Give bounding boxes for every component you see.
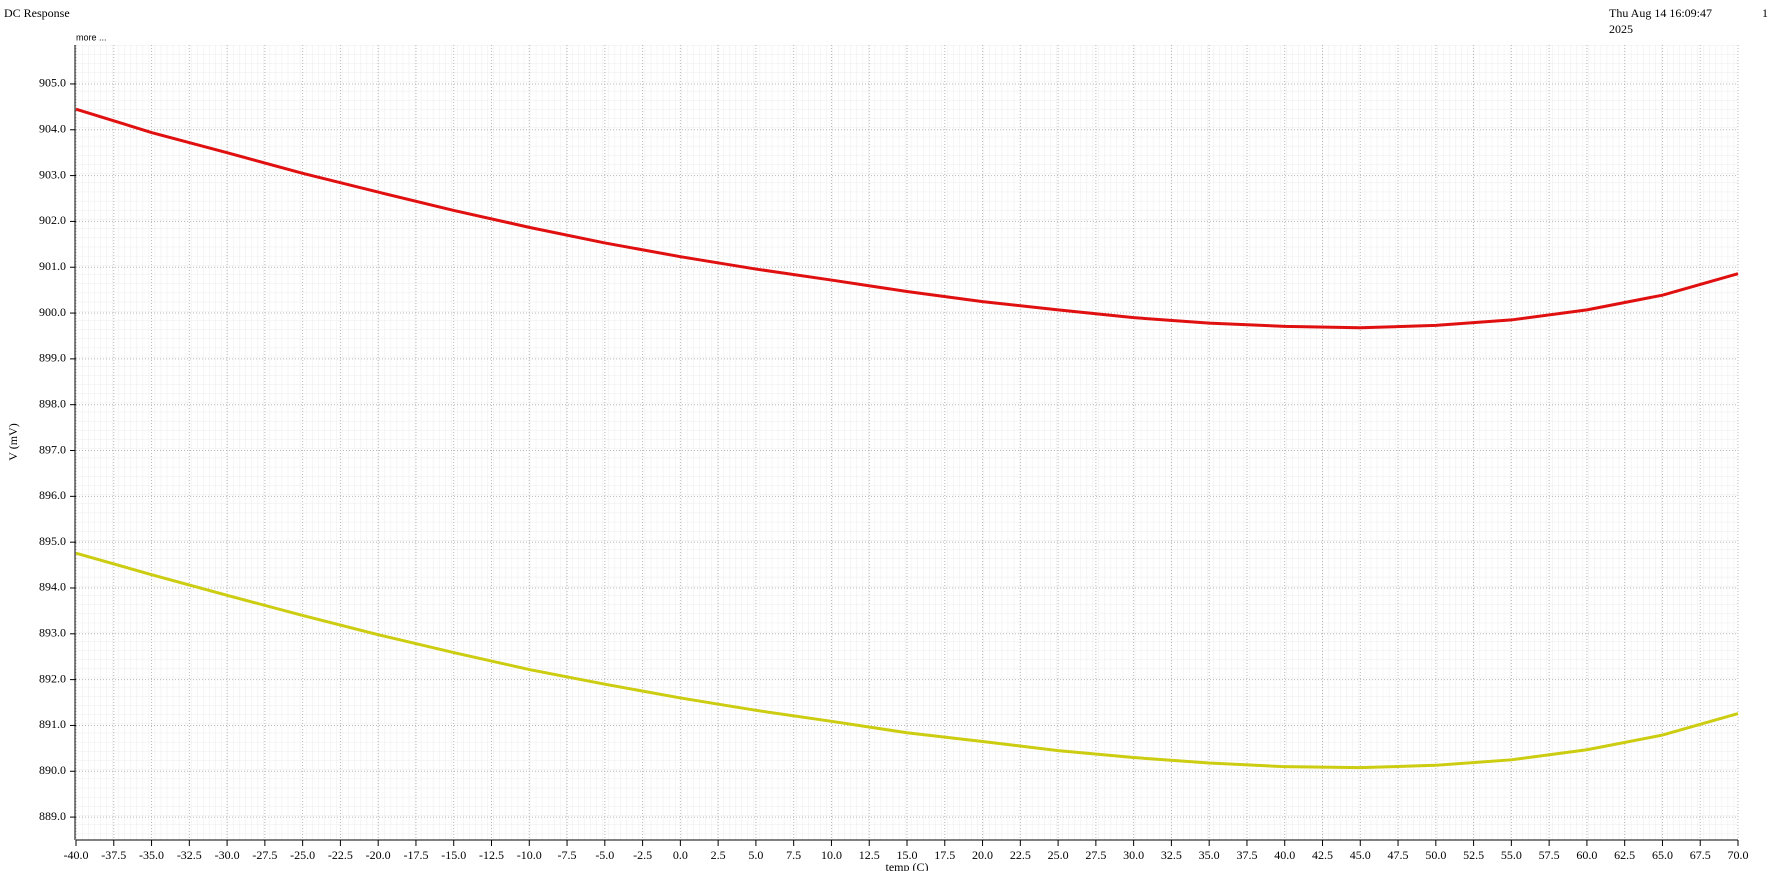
page-number: 1 [1762,6,1768,20]
x-tick-label: 32.5 [1161,848,1182,862]
y-tick-label: 900.0 [39,305,66,319]
series-line [75,551,1739,770]
y-tick-label: 905.0 [39,76,66,90]
chart-title: DC Response [4,6,70,20]
x-tick-label: -40.0 [64,848,89,862]
x-tick-label: -37.5 [101,848,126,862]
y-tick-label: 894.0 [39,580,66,594]
x-tick-label: 67.5 [1690,848,1711,862]
x-tick-label: 40.0 [1274,848,1295,862]
y-tick-label: 902.0 [39,213,66,227]
x-tick-label: 12.5 [859,848,880,862]
y-tick-label: 899.0 [39,351,66,365]
x-tick-label: 52.5 [1463,848,1484,862]
x-tick-label: 30.0 [1123,848,1144,862]
x-tick-label: 0.0 [673,848,688,862]
x-tick-label: -27.5 [252,848,277,862]
y-tick-label: 890.0 [39,763,66,777]
x-tick-label: 25.0 [1048,848,1069,862]
x-tick-label: -30.0 [215,848,240,862]
x-tick-label: 65.0 [1652,848,1673,862]
x-tick-label: 57.5 [1539,848,1560,862]
timestamp: 2025 [1609,22,1633,36]
x-tick-label: 22.5 [1010,848,1031,862]
x-tick-label: -15.0 [441,848,466,862]
y-tick-label: 896.0 [39,488,66,502]
x-tick-label: 70.0 [1728,848,1749,862]
x-tick-label: -17.5 [403,848,428,862]
x-tick-label: -10.0 [517,848,542,862]
x-tick-label: -7.5 [558,848,577,862]
x-tick-label: -32.5 [177,848,202,862]
x-tick-label: 27.5 [1085,848,1106,862]
x-tick-label: 55.0 [1501,848,1522,862]
more-link[interactable]: more ... [76,32,107,42]
y-tick-label: 897.0 [39,442,66,456]
x-tick-label: 42.5 [1312,848,1333,862]
x-tick-label: 15.0 [897,848,918,862]
x-tick-label: 45.0 [1350,848,1371,862]
x-tick-label: 17.5 [934,848,955,862]
x-tick-label: -20.0 [366,848,391,862]
y-tick-label: 889.0 [39,809,66,823]
x-tick-label: 7.5 [786,848,801,862]
y-tick-label: 903.0 [39,167,66,181]
x-tick-label: 47.5 [1388,848,1409,862]
x-tick-label: -22.5 [328,848,353,862]
x-tick-label: -2.5 [633,848,652,862]
x-tick-label: 50.0 [1425,848,1446,862]
y-axis-label: V (mV) [6,423,20,460]
y-tick-label: 895.0 [39,534,66,548]
x-tick-label: -35.0 [139,848,164,862]
timestamp: Thu Aug 14 16:09:47 [1609,6,1712,20]
series-line [75,107,1739,330]
y-tick-label: 901.0 [39,259,66,273]
y-tick-label: 898.0 [39,396,66,410]
x-tick-label: -5.0 [595,848,614,862]
x-tick-label: 10.0 [821,848,842,862]
x-tick-label: -12.5 [479,848,504,862]
x-tick-label: 62.5 [1614,848,1635,862]
y-tick-label: 891.0 [39,717,66,731]
x-tick-label: -25.0 [290,848,315,862]
x-tick-label: 2.5 [711,848,726,862]
y-tick-label: 904.0 [39,122,66,136]
x-axis-label: temp (C) [886,860,929,871]
x-tick-label: 37.5 [1236,848,1257,862]
x-tick-label: 60.0 [1576,848,1597,862]
y-tick-label: 893.0 [39,626,66,640]
x-tick-label: 20.0 [972,848,993,862]
y-tick-label: 892.0 [39,671,66,685]
x-tick-label: 5.0 [748,848,763,862]
x-tick-label: 35.0 [1199,848,1220,862]
